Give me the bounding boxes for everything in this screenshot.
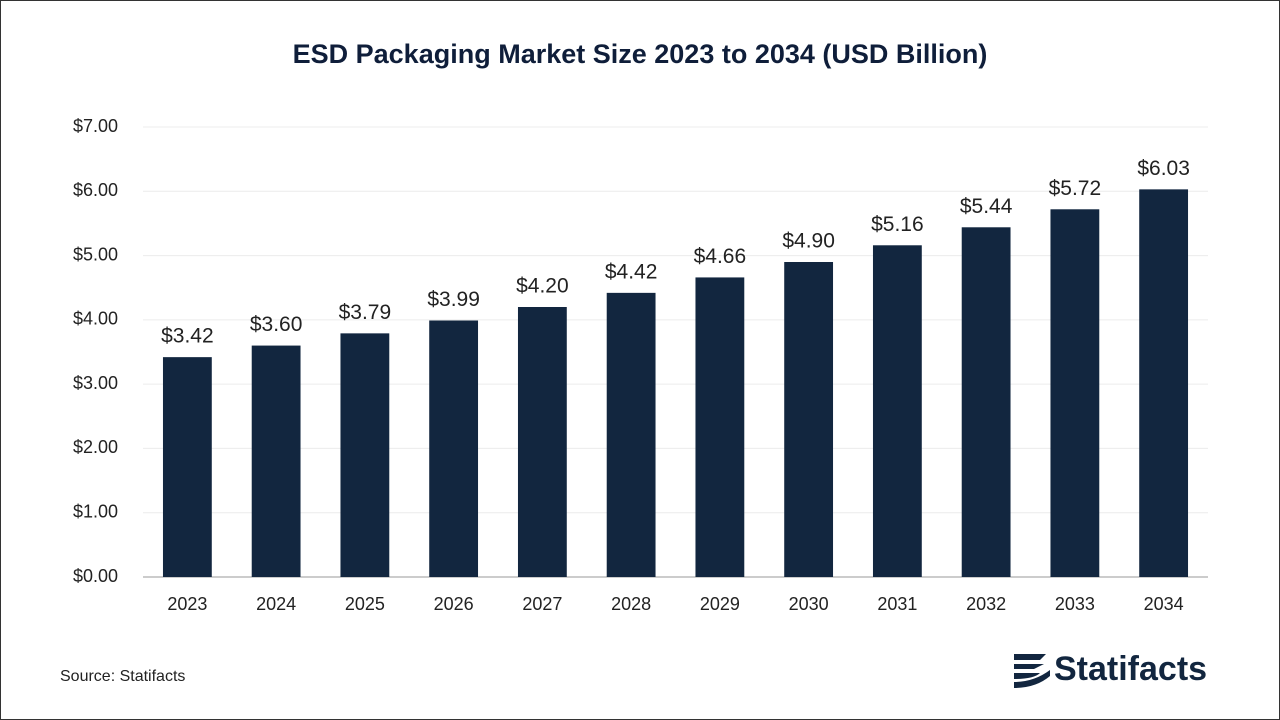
bar <box>429 320 479 577</box>
value-label: $4.42 <box>605 260 658 283</box>
logo-text: Statifacts <box>1054 650 1207 688</box>
logo: Statifacts <box>1014 650 1207 688</box>
value-label: $5.44 <box>960 195 1013 218</box>
value-label: $4.90 <box>782 230 835 253</box>
value-label: $3.99 <box>427 288 480 311</box>
bar <box>517 307 567 577</box>
x-tick-label: 2034 <box>1144 594 1184 614</box>
x-tick-label: 2025 <box>345 594 385 614</box>
source: Source: Statifacts <box>60 668 185 685</box>
bar <box>1050 209 1100 578</box>
bar <box>961 227 1011 578</box>
x-tick-label: 2029 <box>700 594 740 614</box>
x-tick-label: 2030 <box>789 594 829 614</box>
value-label: $6.03 <box>1137 157 1190 180</box>
bar <box>695 277 745 577</box>
logo-icon <box>1014 654 1050 688</box>
value-label: $3.42 <box>161 325 214 348</box>
bar <box>1139 189 1189 577</box>
y-tick-label: $1.00 <box>73 501 118 521</box>
value-label: $3.60 <box>250 313 303 336</box>
x-tick-label: 2027 <box>522 594 562 614</box>
value-label: $5.16 <box>871 213 924 236</box>
y-tick-label: $4.00 <box>73 309 118 329</box>
y-tick-label: $0.00 <box>73 566 118 586</box>
value-label: $5.72 <box>1049 177 1102 200</box>
value-label: $4.20 <box>516 275 569 298</box>
y-tick-label: $6.00 <box>73 180 118 200</box>
bar <box>162 357 212 577</box>
bar <box>784 262 834 577</box>
x-tick-label: 2024 <box>256 594 296 614</box>
y-tick-label: $3.00 <box>73 373 118 393</box>
x-tick-label: 2033 <box>1055 594 1095 614</box>
bar <box>606 292 656 577</box>
y-tick-label: $5.00 <box>73 244 118 264</box>
bar <box>340 333 390 577</box>
y-tick-label: $7.00 <box>73 116 118 136</box>
bar <box>251 345 301 577</box>
x-tick-label: 2026 <box>434 594 474 614</box>
x-tick-label: 2023 <box>167 594 207 614</box>
x-tick-label: 2031 <box>877 594 917 614</box>
x-tick-label: 2032 <box>966 594 1006 614</box>
y-tick-label: $2.00 <box>73 437 118 457</box>
x-tick-label: 2028 <box>611 594 651 614</box>
chart-title: ESD Packaging Market Size 2023 to 2034 (… <box>293 39 988 69</box>
value-label: $3.79 <box>339 301 392 324</box>
value-label: $4.66 <box>694 245 747 268</box>
bar <box>872 245 922 578</box>
